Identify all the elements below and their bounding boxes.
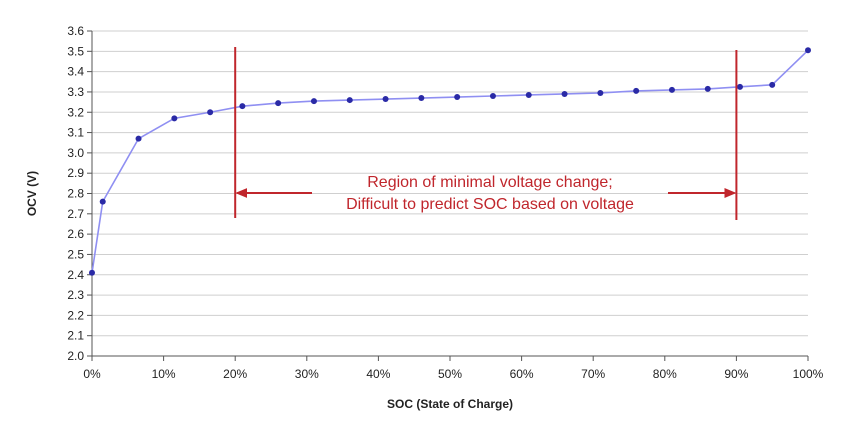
x-tick-label: 50% (438, 367, 462, 381)
y-tick-label: 2.6 (67, 227, 84, 241)
x-tick-label: 20% (223, 367, 247, 381)
y-tick-label: 2.4 (67, 268, 84, 282)
x-tick-label: 70% (581, 367, 605, 381)
x-tick-label: 10% (152, 367, 176, 381)
y-tick-label: 3.0 (67, 146, 84, 160)
data-point (769, 81, 776, 88)
data-point (454, 94, 461, 101)
data-point (239, 103, 246, 110)
y-tick-label: 2.9 (67, 166, 84, 180)
data-point (99, 198, 106, 205)
axes (87, 30, 809, 361)
data-point (736, 83, 743, 90)
x-tick-label: 30% (295, 367, 319, 381)
data-point (89, 269, 95, 276)
data-point (633, 87, 640, 94)
x-tick-label: 60% (510, 367, 534, 381)
x-tick-label: 80% (653, 367, 677, 381)
data-point (668, 86, 675, 93)
data-point (597, 89, 604, 96)
annotation-text: Region of minimal voltage change; (367, 174, 612, 191)
y-tick-label: 3.4 (67, 65, 84, 79)
data-point (418, 95, 425, 102)
annotation-text: Difficult to predict SOC based on voltag… (346, 196, 634, 213)
y-tick-labels: 2.0 2.1 2.2 2.3 2.4 2.5 2.6 2.7 2.8 2.9 3.0 3.1 3.2 3… (67, 24, 84, 363)
data-point (275, 100, 282, 107)
data-point (346, 97, 353, 104)
x-axis-title: SOC (State of Charge) (387, 397, 513, 411)
data-point (135, 135, 142, 142)
data-point (382, 96, 389, 103)
data-point (171, 115, 178, 122)
x-tick-label: 100% (793, 367, 824, 381)
x-tick-label: 0% (83, 367, 101, 381)
y-tick-label: 3.1 (67, 126, 84, 140)
x-tick-label: 40% (366, 367, 390, 381)
y-tick-label: 2.1 (67, 329, 84, 343)
data-point (561, 90, 568, 97)
data-point (310, 98, 317, 105)
y-tick-label: 2.8 (67, 187, 84, 201)
y-tick-label: 3.5 (67, 44, 84, 58)
y-tick-label: 2.3 (67, 288, 84, 302)
ocv-series-line (91, 49, 809, 273)
y-axis-title: OCV (V) (25, 171, 39, 216)
series-layer (89, 47, 811, 276)
y-tick-label: 2.7 (67, 207, 84, 221)
data-point (525, 91, 532, 98)
x-tick-labels: 0% 10% 20% 30% 40% 50% 60% 70% 80% 90% 100% (83, 367, 823, 381)
x-tick-label: 90% (724, 367, 748, 381)
data-point (704, 85, 711, 92)
annotation-layer: Region of minimal voltage change; Difficu… (234, 47, 738, 220)
data-point (805, 47, 811, 54)
y-tick-label: 3.3 (67, 85, 84, 99)
y-tick-label: 2.0 (67, 349, 84, 363)
y-tick-label: 2.5 (67, 247, 84, 261)
y-tick-label: 2.2 (67, 308, 84, 322)
data-point (489, 93, 496, 99)
y-tick-label: 3.2 (67, 105, 84, 119)
y-tick-label: 3.6 (67, 24, 84, 38)
data-point (207, 109, 214, 116)
